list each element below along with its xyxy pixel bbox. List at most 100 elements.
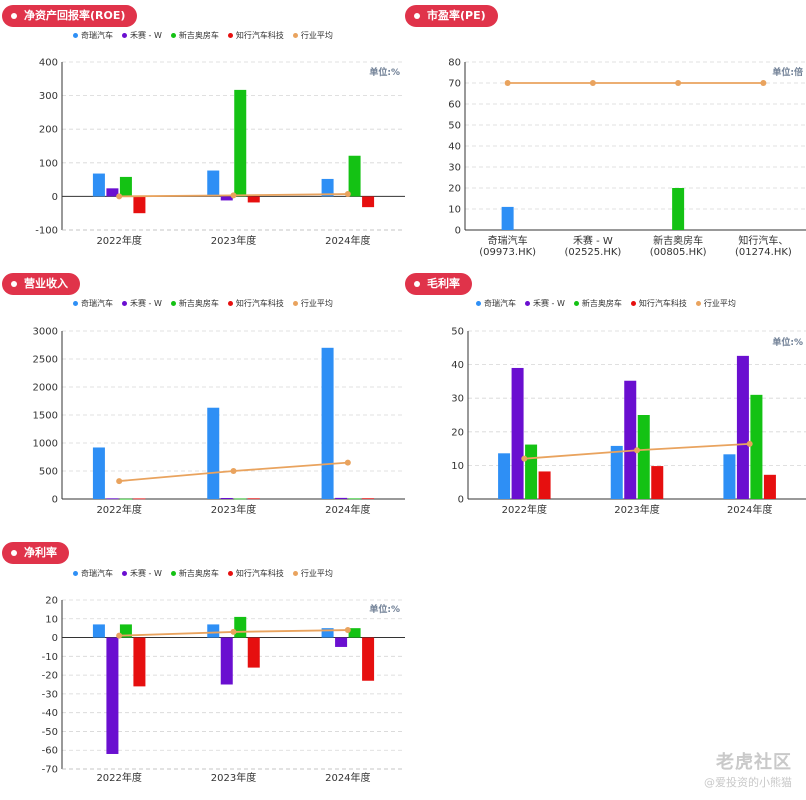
y-tick-label: 30	[451, 394, 464, 405]
legend-label: 新吉奥房车	[581, 299, 622, 308]
category-label: 禾赛 - W (02525.HK)	[564, 234, 621, 258]
bar	[610, 445, 623, 499]
legend-dot	[170, 301, 176, 306]
bar	[362, 196, 375, 208]
bar	[133, 196, 146, 214]
legend-item[interactable]: 新吉奥房车	[170, 30, 219, 41]
average-point	[230, 468, 237, 474]
unit-label: 单位:%	[369, 66, 400, 78]
legend-item[interactable]: 禾赛 - W	[525, 298, 565, 309]
legend-item[interactable]: 行业平均	[292, 30, 333, 41]
bar	[525, 444, 538, 499]
legend-label: 新吉奥房车	[178, 569, 219, 578]
legend-dot	[695, 301, 701, 306]
legend-label: 奇瑞汽车	[81, 299, 113, 308]
legend-dot	[170, 33, 176, 38]
revenue-title: 营业收入	[2, 273, 80, 295]
legend-item[interactable]: 奇瑞汽车	[476, 298, 516, 309]
legend-label: 奇瑞汽车	[81, 31, 113, 40]
y-tick-label: -40	[42, 708, 58, 719]
legend-dot	[73, 571, 78, 576]
legend-label: 新吉奥房车	[178, 299, 219, 308]
category-label: 2023年度	[211, 771, 256, 784]
average-point	[589, 80, 596, 86]
bar	[321, 178, 334, 197]
unit-label: 单位:倍	[772, 66, 803, 78]
legend-item[interactable]: 行业平均	[292, 568, 333, 579]
average-point	[230, 192, 237, 199]
bar	[234, 498, 247, 500]
legend-dot	[73, 301, 78, 306]
category-label: 2024年度	[325, 503, 370, 516]
bar	[247, 498, 260, 500]
bar	[362, 637, 375, 681]
category-label: 2023年度	[614, 503, 659, 516]
bar	[736, 355, 749, 499]
average-point	[344, 191, 351, 198]
roe-panel: 净资产回报率(ROE) 奇瑞汽车 禾赛 - W 新吉奥房车 知行汽车科技 行业平均 40…	[0, 0, 405, 265]
legend-label: 禾赛 - W	[130, 299, 162, 308]
average-point	[116, 478, 123, 485]
bar	[207, 407, 220, 499]
y-tick-label: 0	[52, 192, 58, 203]
bar	[133, 637, 146, 687]
legend-item[interactable]: 奇瑞汽车	[73, 568, 113, 579]
net-margin-legend: 奇瑞汽车 禾赛 - W 新吉奥房车 知行汽车科技 行业平均	[73, 568, 342, 579]
legend-item[interactable]: 禾赛 - W	[122, 568, 162, 579]
bar	[220, 196, 233, 201]
y-tick-label: 10	[451, 461, 464, 472]
legend-label: 禾赛 - W	[130, 569, 162, 578]
legend-item[interactable]: 奇瑞汽车	[73, 298, 113, 309]
bar	[348, 498, 361, 500]
legend-item[interactable]: 新吉奥房车	[170, 568, 219, 579]
category-label: 2024年度	[325, 234, 370, 247]
average-point	[760, 80, 767, 86]
revenue-chart: 3000 2500 2000 1500 1000 500 0 2022年度 2023年度 2024…	[33, 327, 405, 516]
average-point	[746, 440, 753, 447]
legend-item[interactable]: 知行汽车科技	[227, 30, 284, 41]
revenue-legend: 奇瑞汽车 禾赛 - W 新吉奥房车 知行汽车科技 行业平均	[73, 298, 342, 309]
category-label: 新吉奥房车(00805.HK)	[650, 234, 707, 258]
legend-item[interactable]: 新吉奥房车	[573, 298, 622, 309]
legend-dot	[292, 33, 298, 38]
bar	[133, 498, 146, 500]
y-tick-label: 20	[45, 596, 58, 607]
legend-label: 奇瑞汽车	[484, 299, 516, 308]
legend-item[interactable]: 知行汽车科技	[227, 298, 284, 309]
y-tick-label: 0	[458, 495, 464, 506]
y-tick-label: -20	[42, 671, 58, 682]
y-tick-label: 300	[39, 91, 58, 102]
net-margin-title: 净利率	[2, 542, 69, 564]
y-tick-label: 2000	[33, 383, 58, 394]
legend-item[interactable]: 禾赛 - W	[122, 298, 162, 309]
revenue-panel: 营业收入 奇瑞汽车 禾赛 - W 新吉奥房车 知行汽车科技 行业平均 3000 2500 2…	[0, 270, 405, 535]
legend-item[interactable]: 知行汽车科技	[227, 568, 284, 579]
legend-item[interactable]: 行业平均	[695, 298, 736, 309]
legend-item[interactable]: 行业平均	[292, 298, 333, 309]
legend-item[interactable]: 奇瑞汽车	[73, 30, 113, 41]
average-point	[634, 447, 640, 454]
y-tick-label: 50	[448, 121, 461, 132]
bar	[220, 637, 233, 685]
average-point	[504, 80, 511, 86]
legend-label: 行业平均	[703, 299, 736, 308]
legend-item[interactable]: 知行汽车科技	[630, 298, 687, 309]
legend-label: 知行汽车科技	[235, 299, 284, 308]
category-label: 奇瑞汽车(09973.HK)	[479, 234, 536, 258]
bar	[247, 196, 260, 203]
roe-chart: 400 300 200 100 0 -100 2022年度 2023年度 2024年度 单位:%	[35, 58, 405, 247]
legend-item[interactable]: 禾赛 - W	[122, 30, 162, 41]
bar	[220, 497, 233, 499]
watermark: 老虎社区 @爱投资的小熊猫	[704, 748, 792, 790]
legend-label: 行业平均	[300, 299, 333, 308]
y-tick-label: 2500	[33, 355, 58, 366]
category-label: 2022年度	[502, 503, 547, 516]
y-tick-label: 60	[448, 100, 461, 111]
bar	[750, 394, 763, 499]
legend-dot	[73, 33, 78, 38]
legend-item[interactable]: 新吉奥房车	[170, 298, 219, 309]
y-tick-label: 40	[451, 360, 464, 371]
y-tick-label: 1000	[33, 439, 58, 450]
y-tick-label: 70	[448, 79, 461, 90]
bar	[651, 466, 664, 499]
